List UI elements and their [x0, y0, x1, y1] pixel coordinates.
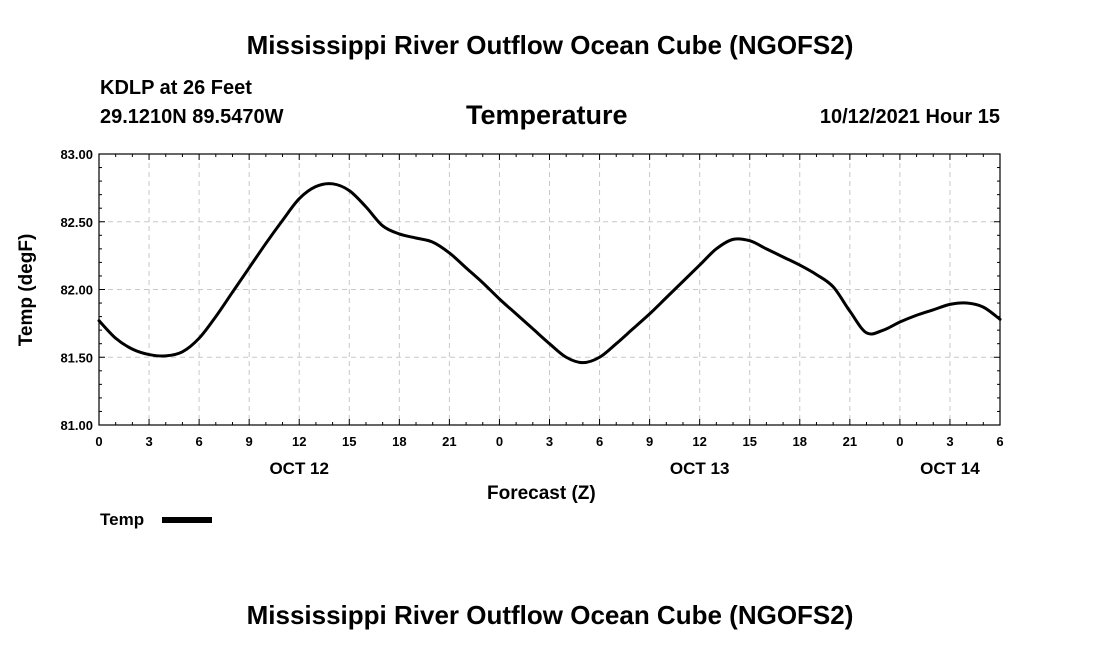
y-axis-title: Temp (degF): [16, 233, 37, 347]
x-tick-label: 15: [742, 434, 756, 449]
x-tick-label: 6: [596, 434, 603, 449]
x-tick-label: 0: [496, 434, 503, 449]
x-tick-label: 9: [246, 434, 253, 449]
x-tick-label: 12: [692, 434, 706, 449]
variable-title: Temperature: [466, 100, 628, 130]
forecast-datetime: 10/12/2021 Hour 15: [819, 106, 1000, 128]
station-label: KDLP at 26 Feet: [100, 77, 252, 99]
day-label: OCT 13: [670, 459, 730, 478]
day-label: OCT 12: [269, 459, 329, 478]
y-tick-label: 82.00: [60, 283, 93, 298]
x-tick-label: 0: [95, 434, 102, 449]
x-tick-label: 18: [392, 434, 406, 449]
footer-title: Mississippi River Outflow Ocean Cube (NG…: [246, 600, 854, 630]
x-tick-label: 12: [292, 434, 306, 449]
x-tick-label: 3: [145, 434, 152, 449]
x-tick-label: 15: [342, 434, 356, 449]
x-tick-label: 21: [442, 434, 456, 449]
y-tick-label: 82.50: [60, 215, 93, 230]
x-tick-label: 18: [793, 434, 807, 449]
temp-series-line: [97, 182, 1002, 365]
x-tick-label: 6: [996, 434, 1003, 449]
x-tick-label: 9: [646, 434, 653, 449]
station-coordinates: 29.1210N 89.5470W: [100, 106, 284, 128]
x-tick-label: 3: [546, 434, 553, 449]
day-label: OCT 14: [920, 459, 980, 478]
legend-label: Temp: [100, 510, 145, 529]
x-tick-label: 6: [195, 434, 202, 449]
chart-main-title: Mississippi River Outflow Ocean Cube (NG…: [246, 30, 854, 60]
x-tick-label: 21: [843, 434, 857, 449]
x-axis-title: Forecast (Z): [487, 483, 596, 504]
legend-line-swatch: [162, 517, 212, 523]
x-tick-label: 3: [946, 434, 953, 449]
y-tick-label: 81.50: [60, 350, 93, 365]
x-tick-label: 0: [896, 434, 903, 449]
y-tick-label: 83.00: [60, 147, 93, 162]
y-tick-label: 81.00: [60, 418, 93, 433]
